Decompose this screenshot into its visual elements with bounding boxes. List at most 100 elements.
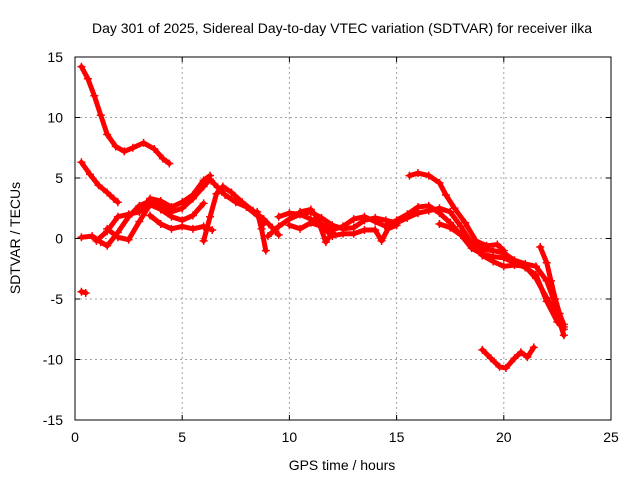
data-point xyxy=(499,262,508,271)
data-series xyxy=(77,62,568,372)
data-point xyxy=(542,293,551,302)
data-point xyxy=(486,354,495,363)
data-point xyxy=(146,200,155,209)
data-point xyxy=(199,176,208,185)
data-point xyxy=(77,62,86,71)
data-point xyxy=(403,210,412,219)
data-point xyxy=(551,295,560,303)
data-point xyxy=(405,171,414,180)
data-point xyxy=(124,235,133,244)
data-point xyxy=(435,209,444,218)
data-point xyxy=(446,223,455,232)
data-point xyxy=(499,253,508,262)
data-point xyxy=(274,230,283,239)
data-point xyxy=(257,224,266,233)
series-line-track-4 xyxy=(78,176,267,249)
data-point xyxy=(555,309,564,318)
data-point xyxy=(199,199,208,208)
data-point xyxy=(414,169,423,178)
data-point xyxy=(221,190,230,199)
data-point xyxy=(156,196,165,205)
data-point xyxy=(296,207,305,216)
data-point xyxy=(467,240,476,249)
data-point xyxy=(135,217,144,226)
x-tick-label: 0 xyxy=(71,429,79,445)
data-point xyxy=(339,229,347,238)
series-line-track-17 xyxy=(479,344,537,371)
chart-title: Day 301 of 2025, Sidereal Day-to-day VTE… xyxy=(92,20,592,36)
data-point xyxy=(77,287,86,296)
data-point xyxy=(285,209,294,218)
data-point xyxy=(285,221,294,230)
data-point xyxy=(109,194,118,203)
data-point xyxy=(371,226,380,235)
y-tick-label: -10 xyxy=(43,352,63,368)
data-point xyxy=(450,204,459,213)
data-point xyxy=(150,144,159,153)
data-point xyxy=(77,158,86,167)
data-point xyxy=(349,229,358,238)
data-point xyxy=(199,236,208,245)
series-line-track-6 xyxy=(104,200,207,243)
data-point xyxy=(238,198,247,207)
data-point xyxy=(493,240,502,249)
data-point xyxy=(135,207,144,216)
data-point xyxy=(165,159,174,168)
data-point xyxy=(531,274,540,283)
data-point xyxy=(178,222,187,231)
data-point xyxy=(96,111,105,120)
data-point xyxy=(253,207,262,216)
x-tick-label: 25 xyxy=(603,429,619,445)
data-point xyxy=(536,242,545,251)
data-point xyxy=(377,236,386,245)
x-tick-label: 20 xyxy=(496,429,512,445)
data-point xyxy=(559,322,568,331)
series-line-track-12 xyxy=(286,220,400,244)
data-point xyxy=(261,246,270,255)
data-point xyxy=(499,246,508,255)
data-point xyxy=(124,210,133,219)
data-point xyxy=(90,91,99,100)
data-point xyxy=(456,230,465,239)
data-point xyxy=(167,224,176,233)
data-point xyxy=(424,171,433,180)
data-point xyxy=(139,138,148,147)
data-point xyxy=(81,288,90,297)
data-point xyxy=(206,212,215,221)
data-point xyxy=(478,251,487,260)
data-point xyxy=(424,201,433,210)
data-point xyxy=(274,212,283,221)
data-point xyxy=(414,203,423,212)
data-point xyxy=(156,219,165,228)
y-tick-label: -15 xyxy=(43,412,63,428)
x-tick-label: 10 xyxy=(282,429,298,445)
data-point xyxy=(274,222,283,231)
data-point xyxy=(482,241,491,250)
series-line-track-8 xyxy=(201,184,282,244)
data-point xyxy=(360,212,369,221)
data-point xyxy=(111,142,120,151)
axis-ticks: 0 5 10 15 20 25 -15 -10 -5 0 5 10 15 xyxy=(43,49,619,445)
data-point xyxy=(156,205,165,214)
data-point xyxy=(339,222,347,231)
data-point xyxy=(188,224,197,233)
data-point xyxy=(167,203,176,212)
data-point xyxy=(478,345,487,354)
data-point xyxy=(495,362,504,371)
y-tick-label: 0 xyxy=(55,231,63,247)
data-point xyxy=(306,205,315,214)
data-point xyxy=(113,212,122,221)
data-point xyxy=(510,354,519,363)
data-point xyxy=(371,217,380,226)
data-point xyxy=(92,236,101,245)
data-point xyxy=(146,211,155,220)
data-point xyxy=(296,224,305,233)
data-point xyxy=(471,236,480,245)
data-point xyxy=(392,221,401,230)
data-point xyxy=(206,171,215,180)
data-point xyxy=(120,147,129,156)
data-point xyxy=(531,262,540,271)
data-point xyxy=(210,180,219,189)
data-point xyxy=(103,224,112,233)
